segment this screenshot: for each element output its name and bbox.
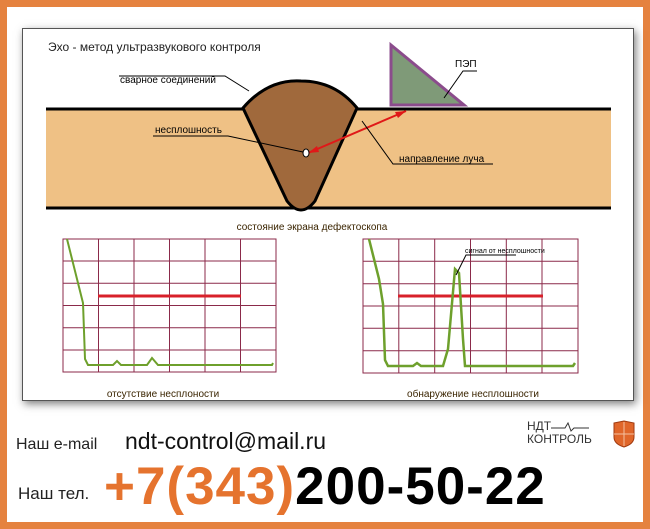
probe-label: ПЭП — [455, 59, 477, 70]
email-link[interactable]: ndt-control@mail.ru — [125, 428, 327, 454]
signal-label: сигнал от несплошности — [465, 248, 545, 255]
diagram-svg: Эхо - метод ультразвукового контроля сва… — [46, 40, 611, 400]
phone-main: 200-50-22 — [295, 457, 546, 516]
phone-code: +7(343) — [104, 457, 296, 516]
logo: НДТ КОНТРОЛЬ — [527, 419, 635, 448]
shield-icon — [613, 420, 635, 448]
email-label: Наш e-mail — [16, 436, 98, 453]
probe-transducer — [389, 41, 469, 107]
screen-left-caption: отсутствие несплоности — [107, 389, 219, 400]
diagram-title: Эхо - метод ультразвукового контроля — [48, 40, 261, 54]
defect — [302, 148, 310, 158]
defect-label: несплошность — [155, 125, 222, 136]
logo-line2: КОНТРОЛЬ — [527, 432, 592, 446]
pulse-icon — [551, 422, 589, 432]
signal-trace — [66, 238, 274, 366]
screen-caption: состояние экрана дефектоскопа — [237, 221, 388, 233]
screen-right-caption: обнаружение несплошности — [407, 388, 539, 400]
signal-trace — [367, 238, 577, 368]
weld — [241, 79, 359, 212]
phone-number[interactable]: +7(343)200-50-22 — [104, 456, 546, 517]
screen-defect-found: сигнал от несплошности обнаружение неспл… — [362, 238, 579, 400]
phone-label: Наш тел. — [18, 484, 90, 503]
beam-arrow — [307, 110, 407, 154]
screen-no-defect: отсутствие несплоности — [62, 238, 277, 400]
weld-label: сварное соединений — [120, 75, 216, 86]
logo-line1: НДТ — [527, 419, 552, 433]
beam-label: направление луча — [399, 154, 485, 165]
echo-method-diagram: Эхо - метод ультразвукового контроля сва… — [22, 28, 634, 401]
